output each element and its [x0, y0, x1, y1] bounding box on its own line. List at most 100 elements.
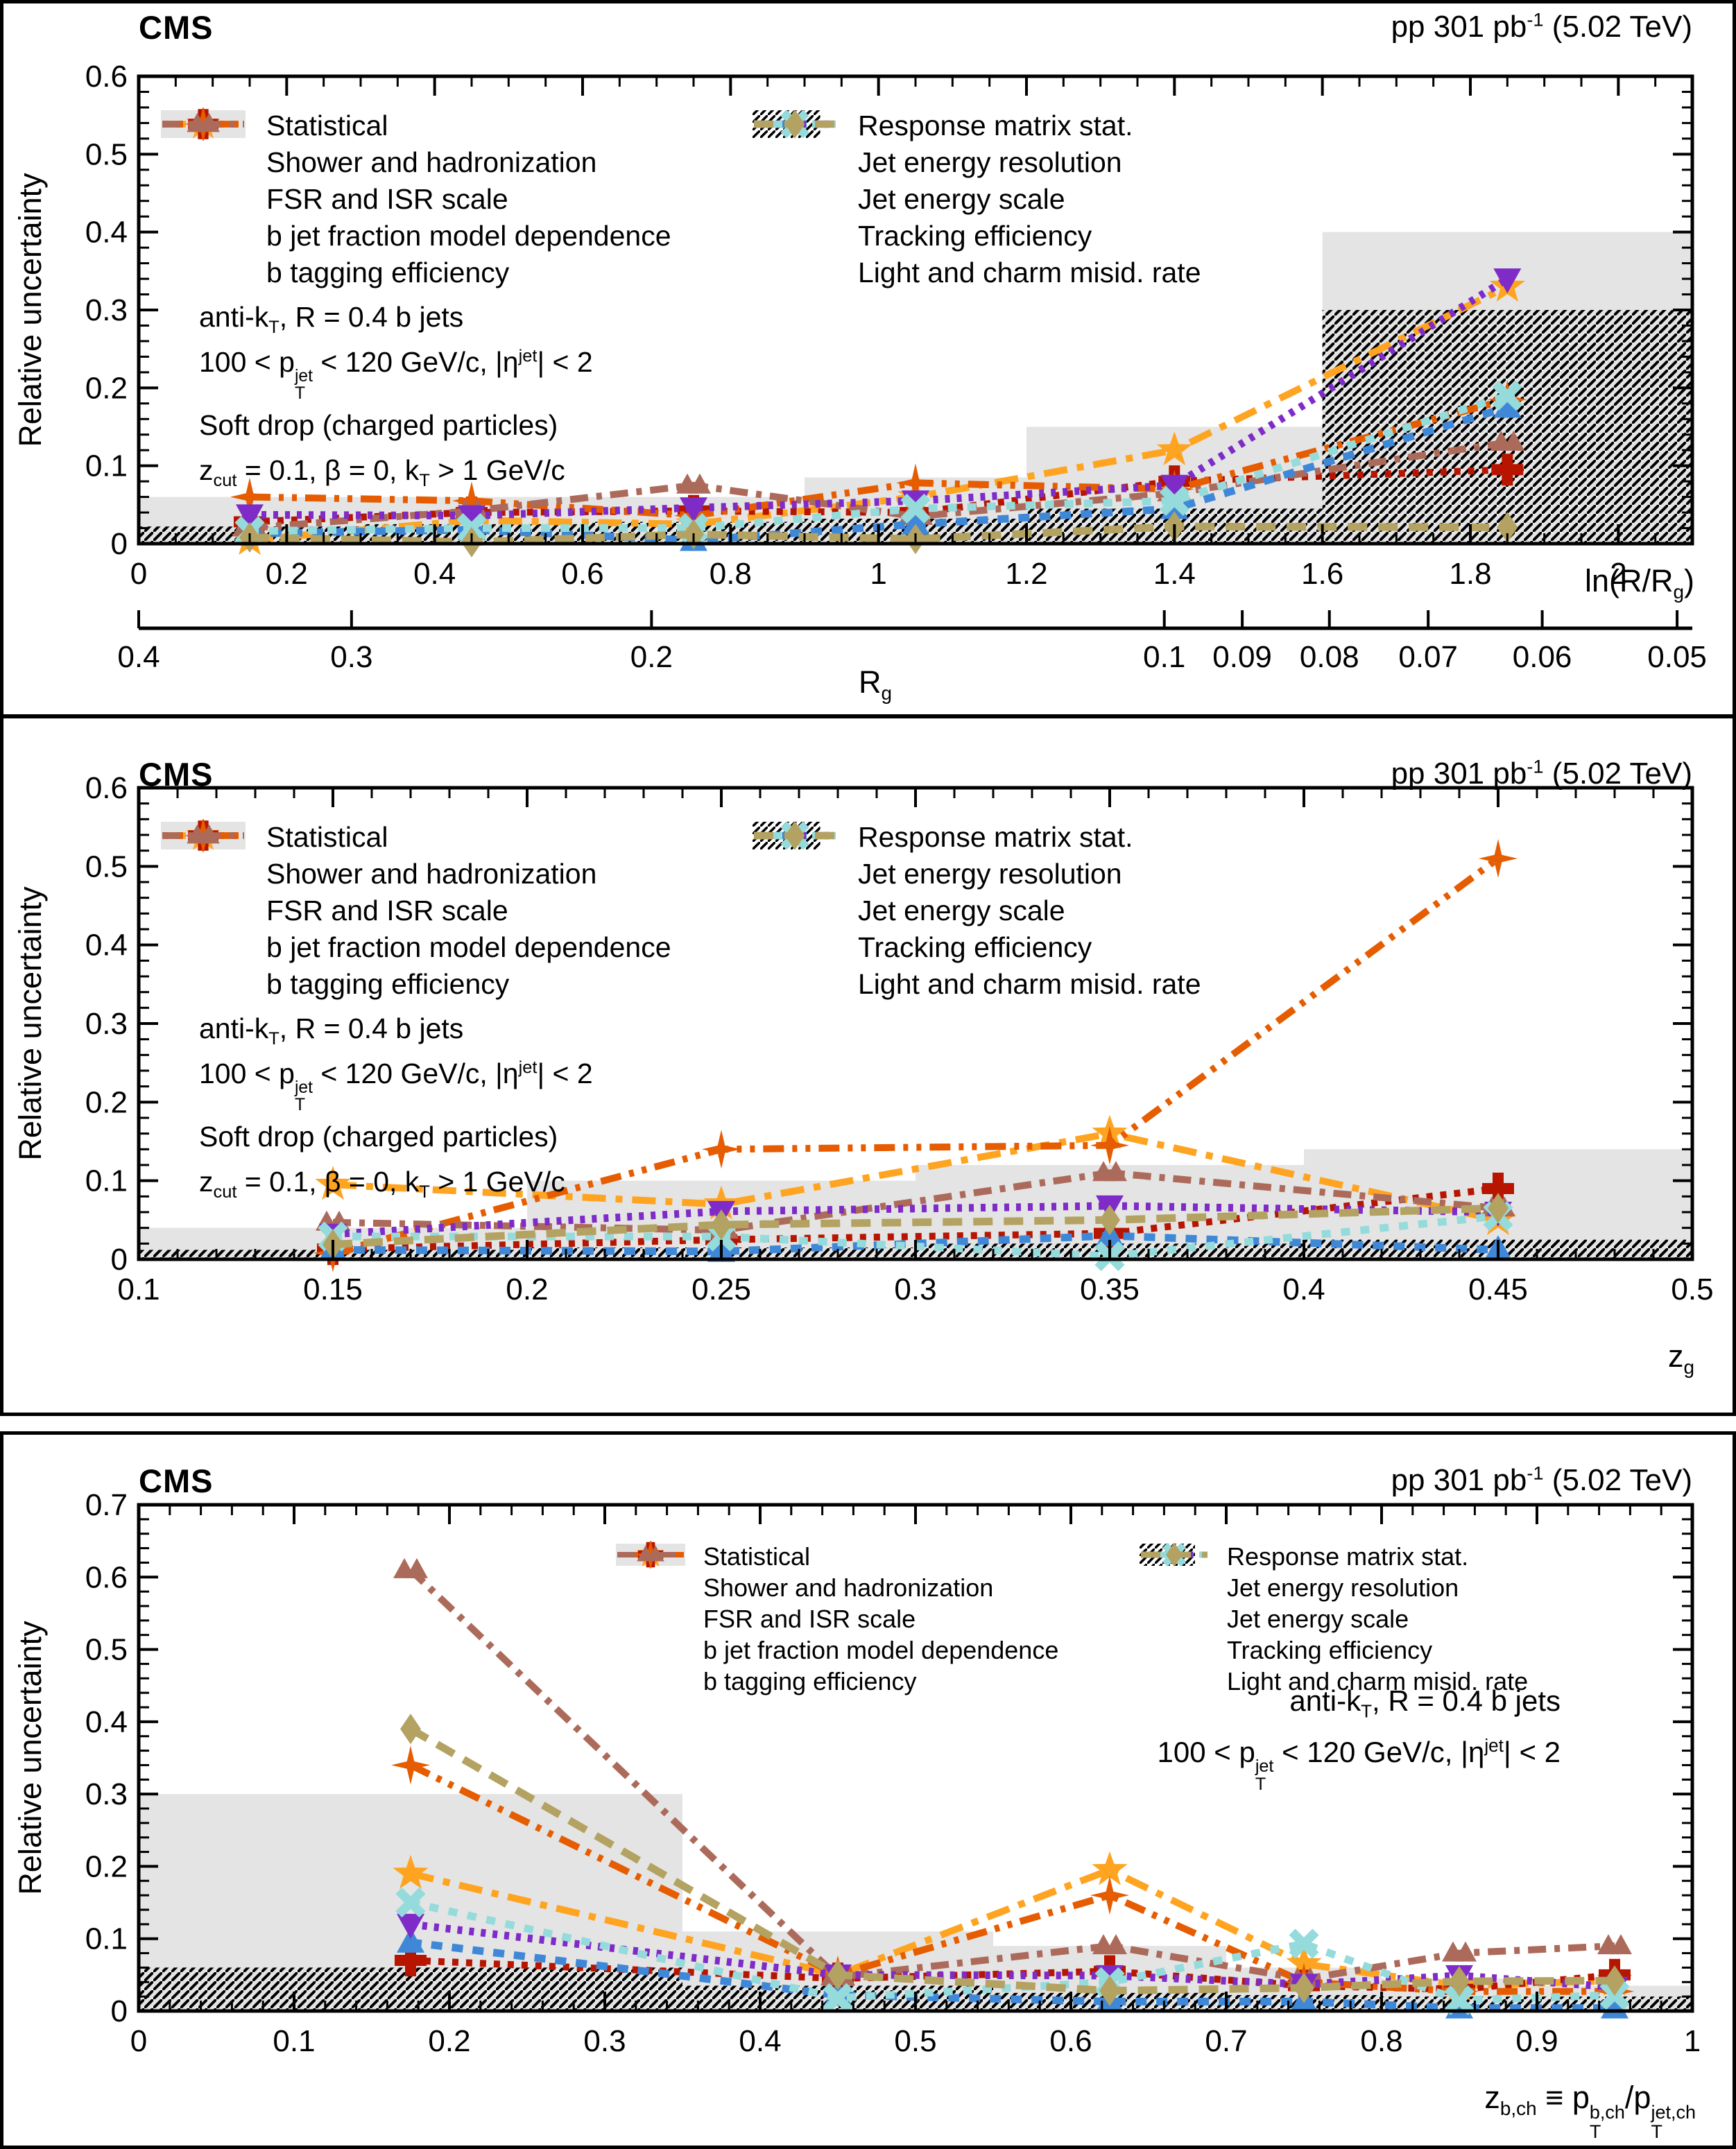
legend-item-label: Tracking efficiency [858, 931, 1092, 963]
info-line: Soft drop (charged particles) [199, 409, 558, 442]
y-axis-title: Relative uncertainty [12, 1621, 48, 1895]
svg-text:0.9: 0.9 [1515, 2024, 1558, 2058]
legend-item-jes: Jet energy scale [753, 114, 1201, 218]
svg-text:0.2: 0.2 [506, 1272, 548, 1306]
legend-item-label: Jet energy scale [858, 183, 1065, 215]
legend-item-label: Jet energy resolution [1227, 1573, 1459, 1602]
svg-text:0.6: 0.6 [85, 60, 128, 94]
info-line: anti-kT, R = 0.4 b jets [199, 1012, 464, 1049]
svg-text:0.3: 0.3 [85, 1007, 128, 1041]
legend-item-fsr_isr: FSR and ISR scale [616, 1542, 1058, 1634]
svg-text:0.2: 0.2 [428, 2024, 470, 2058]
legend-item-label: Jet energy resolution [858, 146, 1122, 178]
svg-text:0.4: 0.4 [739, 2024, 781, 2058]
legend-item-label: Shower and hadronization [266, 146, 597, 178]
svg-text:0.5: 0.5 [85, 849, 128, 883]
legend-item-b_tagging: b tagging efficiency [616, 1545, 1058, 1697]
legend-item-label: Shower and hadronization [266, 858, 597, 890]
legend-item-label: b jet fraction model dependence [703, 1635, 1059, 1664]
legend-item-shower: Shower and hadronization [616, 1541, 1058, 1603]
b-tagging-swatch-icon [162, 112, 244, 132]
svg-text:0.1: 0.1 [85, 449, 128, 483]
series-light_charm [323, 1193, 1509, 1260]
legend-column: Response matrix stat. Jet energy resoluti… [1140, 1541, 1528, 1697]
legend-item-fsr_isr: FSR and ISR scale [161, 109, 671, 218]
b-tagging-swatch-icon [162, 824, 244, 844]
legend-item-tracking: Tracking efficiency [1140, 1542, 1528, 1666]
legend-item-label: Jet energy scale [858, 895, 1065, 926]
b-tagging-swatch-icon [617, 1545, 684, 1562]
panel-lnRRg: 0 0.2 0.4 0.6 0.8 1 1.2 1.4 1.6 1.8 2 0 0.1 0.2 0.3 0.4… [0, 0, 1736, 716]
legend-item-b_jet_fraction: b jet fraction model dependence [161, 107, 671, 254]
svg-text:0.2: 0.2 [85, 1085, 128, 1119]
light-charm-swatch-icon [754, 821, 836, 850]
svg-text:1.4: 1.4 [1153, 557, 1196, 591]
tick-labels: 0.1 0.15 0.2 0.25 0.3 0.35 0.4 0.45 0.500.10.20.… [85, 771, 1714, 1306]
legend-item-light_charm: Light and charm misid. rate [1140, 1542, 1528, 1697]
legend-item-label: Tracking efficiency [858, 220, 1092, 252]
legend-item-label: Response matrix stat. [858, 110, 1133, 141]
legend-item-label: Jet energy scale [1227, 1604, 1409, 1633]
svg-text:0: 0 [130, 557, 147, 591]
legend-item-b_tagging: b tagging efficiency [161, 824, 671, 1003]
light-charm-swatch-icon [1141, 1542, 1208, 1567]
plot-zg: 0.1 0.15 0.2 0.25 0.3 0.35 0.4 0.45 0.500.10.20.… [85, 771, 1714, 1306]
x-axis-title: zb,ch ≡ p b,ch T/p jet,ch T [1484, 2080, 1696, 2143]
panel-divider [0, 714, 1736, 718]
legend-item-jer: Jet energy resolution [753, 822, 1201, 892]
info-line: anti-kT, R = 0.4 b jets [1289, 1684, 1561, 1722]
legend-item-tracking: Tracking efficiency [753, 821, 1201, 966]
info-line: Soft drop (charged particles) [199, 1121, 558, 1153]
legend-item-b_jet_fraction: b jet fraction model dependence [616, 1541, 1059, 1666]
legend-item-jes: Jet energy scale [1140, 1546, 1528, 1634]
svg-text:0.1: 0.1 [85, 1922, 128, 1956]
panel-frame-top [0, 0, 1736, 1416]
tick-labels: 0 0.1 0.2 0.3 0.4 0.5 0.6 0.7 0.8 0.9 1 0 0.1 0.2 0.3 0… [85, 1488, 1701, 2058]
svg-text:0.3: 0.3 [85, 293, 128, 327]
legend-column: Statistical Shower and hadronization FSR a… [616, 1541, 1058, 1697]
plot-lnRRg: 0 0.2 0.4 0.6 0.8 1 1.2 1.4 1.6 1.8 200.10.20.30.4… [85, 60, 1707, 674]
legend-item-label: Statistical [266, 110, 388, 141]
svg-text:0.2: 0.2 [85, 1849, 128, 1883]
secondary-axis: 0.4 0.3 0.2 0.1 0.09 0.08 0.07 0.06 0.05 [117, 610, 1707, 674]
legend-item-label: Statistical [703, 1542, 811, 1571]
svg-text:0.7: 0.7 [1205, 2024, 1247, 2058]
info-line: zcut = 0.1, β = 0, kT > 1 GeV/c [199, 1166, 565, 1202]
selection-text: anti-kT, R = 0.4 b jets 100 < p jet T < 120… [199, 295, 593, 493]
axis-ticks [137, 1503, 1694, 2012]
svg-text:0.09: 0.09 [1212, 640, 1272, 674]
legend-item-jer: Jet energy resolution [1140, 1543, 1528, 1603]
legend-column: Response matrix stat. Jet energy resoluti… [753, 107, 1201, 291]
svg-text:0.2: 0.2 [266, 557, 308, 591]
svg-text:0.7: 0.7 [85, 1488, 128, 1522]
legend-item-b_tagging: b tagging efficiency [161, 112, 671, 291]
cms-label: CMS [139, 1462, 214, 1499]
legend-item-label: b jet fraction model dependence [266, 931, 671, 963]
legend-item-label: FSR and ISR scale [266, 895, 508, 926]
band-response_matrix [139, 310, 1692, 544]
svg-text:0.07: 0.07 [1398, 640, 1458, 674]
svg-text:0: 0 [111, 1994, 128, 2028]
panel-frame-bottom [0, 1431, 1736, 2149]
legend-item-label: b tagging efficiency [266, 257, 510, 288]
light-charm-swatch-icon [754, 110, 836, 139]
svg-text:1.6: 1.6 [1301, 557, 1343, 591]
cms-label: CMS [139, 756, 214, 793]
info-line: 100 < p jet T < 120 GeV/c, |ηjet| < 2 [199, 1058, 593, 1115]
legend-item-b_jet_fraction: b jet fraction model dependence [161, 819, 671, 966]
svg-text:0.4: 0.4 [85, 216, 128, 250]
x-axis-title: zg [1667, 1338, 1694, 1378]
legend-item-label: b tagging efficiency [703, 1666, 917, 1695]
y-axis-title: Relative uncertainty [12, 886, 48, 1161]
legend-item-jer: Jet energy resolution [753, 110, 1201, 181]
legend-item-light_charm: Light and charm misid. rate [753, 821, 1201, 1003]
legend-item-label: b jet fraction model dependence [266, 220, 671, 252]
legend-item-light_charm: Light and charm misid. rate [753, 110, 1201, 291]
plot-zbch: 0 0.1 0.2 0.3 0.4 0.5 0.6 0.7 0.8 0.9 1 0 0.1 0.2 0.3 0… [85, 1488, 1701, 2058]
lumi-label: pp 301 pb-1 (5.02 TeV) [1391, 8, 1692, 44]
svg-text:0.3: 0.3 [85, 1777, 128, 1811]
lumi-label: pp 301 pb-1 (5.02 TeV) [1391, 755, 1692, 791]
legend-item-label: Statistical [266, 821, 388, 853]
legend-item-label: Response matrix stat. [858, 821, 1133, 853]
